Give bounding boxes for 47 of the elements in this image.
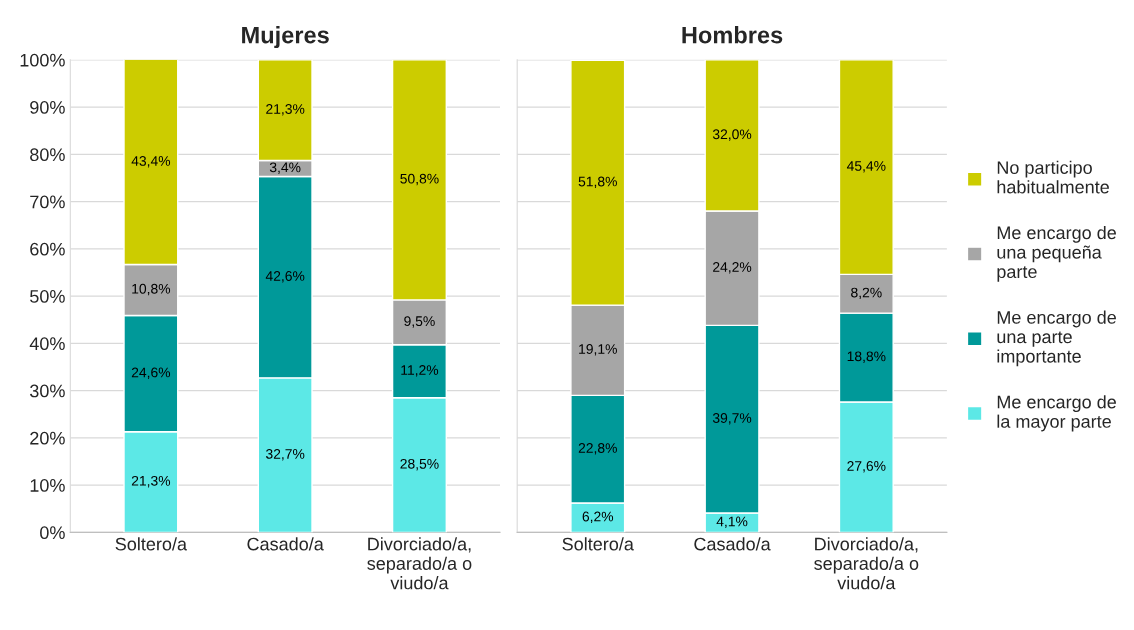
data-label: 39,7% bbox=[712, 413, 752, 425]
y-tick-label: 50% bbox=[30, 290, 65, 303]
data-label: 19,1% bbox=[579, 344, 617, 356]
data-label: 24,2% bbox=[713, 262, 752, 274]
x-tick-label: Soltero/a bbox=[562, 537, 634, 551]
data-label: 22,8% bbox=[578, 443, 617, 455]
y-tick-label: 40% bbox=[29, 337, 65, 351]
data-label: 50,8% bbox=[400, 173, 439, 186]
data-label: 4,1% bbox=[716, 516, 748, 529]
y-tick-label: 60% bbox=[30, 242, 65, 256]
data-label: 8,2% bbox=[851, 287, 882, 300]
x-tick-label: Divorciado/a, separado/a o viudo/a bbox=[367, 537, 472, 590]
data-label: 21,3% bbox=[131, 475, 171, 488]
y-tick-label: 80% bbox=[30, 148, 65, 162]
data-label: 18,8% bbox=[847, 351, 886, 363]
chart-title: Mujeres bbox=[242, 26, 329, 49]
data-label: 42,6% bbox=[265, 271, 305, 283]
y-tick-label: 0% bbox=[40, 526, 65, 540]
data-label: 3,4% bbox=[269, 162, 301, 174]
legend-label: Me encargo de la mayor parte bbox=[997, 395, 1116, 432]
legend-label: No participo habitualmente bbox=[997, 160, 1109, 194]
data-label: 43,4% bbox=[131, 156, 171, 168]
data-label: 6,2% bbox=[582, 511, 614, 524]
legend-label: Me encargo de una parte importante bbox=[997, 310, 1116, 367]
data-label: 28,5% bbox=[400, 458, 439, 471]
legend-label: Me encargo de una pequeña parte bbox=[997, 225, 1116, 282]
data-label: 24,6% bbox=[131, 367, 171, 379]
y-tick-label: 10% bbox=[30, 479, 65, 492]
y-tick-label: 30% bbox=[30, 384, 65, 398]
data-label: 9,5% bbox=[404, 316, 435, 328]
data-label: 21,3% bbox=[266, 104, 305, 116]
y-tick-label: 100% bbox=[20, 53, 65, 67]
y-tick-label: 90% bbox=[30, 101, 65, 114]
data-label: 10,8% bbox=[132, 283, 171, 296]
data-label: 11,2% bbox=[401, 365, 439, 377]
data-label: 51,8% bbox=[578, 176, 617, 189]
x-tick-label: Soltero/a bbox=[115, 537, 188, 551]
data-label: 32,0% bbox=[712, 129, 752, 141]
chart-title: Hombres bbox=[682, 26, 783, 44]
data-label: 45,4% bbox=[846, 161, 886, 173]
y-tick-label: 20% bbox=[30, 431, 65, 445]
x-tick-label: Divorciado/a, separado/a o viudo/a bbox=[814, 537, 919, 590]
data-label: 32,7% bbox=[266, 448, 305, 461]
y-tick-label: 70% bbox=[30, 195, 65, 209]
x-tick-label: Casado/a bbox=[247, 537, 324, 551]
x-tick-label: Casado/a bbox=[694, 537, 771, 551]
data-label: 27,6% bbox=[847, 461, 886, 473]
